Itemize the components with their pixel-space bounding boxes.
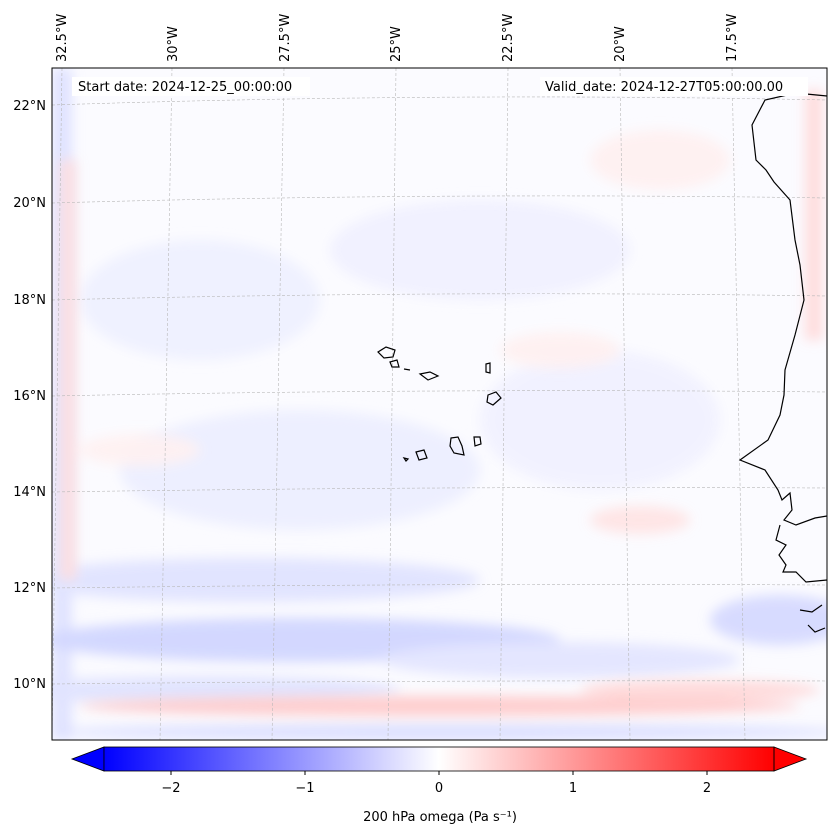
lon-label-32-5w: 32.5°W — [55, 14, 70, 62]
colorbar-tick-label: 1 — [569, 781, 577, 796]
lon-label-20w: 20°W — [613, 26, 628, 62]
colorbar-gradient — [104, 747, 774, 771]
lon-label-30w: 30°W — [166, 26, 181, 62]
lon-label-25w: 25°W — [389, 26, 404, 62]
map-panel: Start date: 2024-12-25_00:00:00 Valid_da… — [51, 67, 828, 741]
map-frame — [51, 67, 828, 741]
graticule — [52, 68, 827, 740]
coastline — [738, 92, 827, 633]
latitude-labels: 22°N 20°N 18°N 16°N 14°N 12°N 10°N — [13, 99, 46, 692]
colorbar-title: 200 hPa omega (Pa s⁻¹) — [363, 810, 517, 825]
colorbar-extend-max — [773, 746, 808, 772]
colorbar-ticks — [170, 771, 708, 775]
colorbar: −2 −1 0 1 2 200 hPa omega (Pa s⁻¹) — [70, 746, 808, 825]
start-date-label: Start date: 2024-12-25_00:00:00 — [78, 80, 292, 95]
start-date-box — [72, 77, 310, 96]
lat-label-20n: 20°N — [13, 196, 46, 211]
valid-date-box — [540, 77, 808, 96]
lat-label-14n: 14°N — [13, 485, 46, 500]
colorbar-tick-label: −2 — [161, 781, 180, 796]
lon-label-17-5w: 17.5°W — [725, 14, 740, 62]
cape-verde-islands — [377, 346, 502, 462]
lon-label-22-5w: 22.5°W — [501, 14, 516, 62]
valid-date-label: Valid_date: 2024-12-27T05:00:00.00 — [545, 80, 783, 95]
lat-label-18n: 18°N — [13, 293, 46, 308]
lat-label-12n: 12°N — [13, 581, 46, 596]
colorbar-tick-label: −1 — [295, 781, 314, 796]
colorbar-tick-label: 2 — [703, 781, 711, 796]
lat-label-16n: 16°N — [13, 389, 46, 404]
colorbar-tick-label: 0 — [435, 781, 443, 796]
lon-label-27-5w: 27.5°W — [278, 14, 293, 62]
longitude-labels: 32.5°W 30°W 27.5°W 25°W 22.5°W 20°W 17.5… — [55, 14, 740, 62]
colorbar-extend-min — [70, 746, 105, 772]
lat-label-10n: 10°N — [13, 677, 46, 692]
lat-label-22n: 22°N — [13, 99, 46, 114]
omega-field — [52, 68, 827, 740]
